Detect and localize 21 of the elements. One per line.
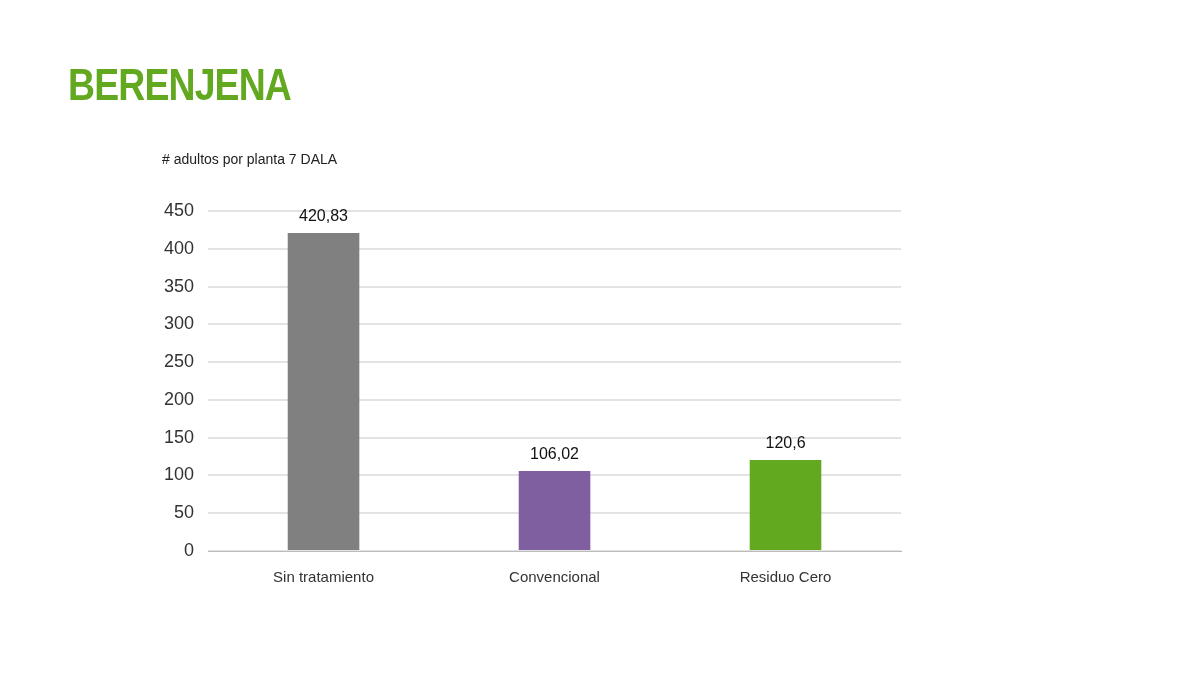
y-tick-label: 250 xyxy=(163,351,195,372)
bar xyxy=(518,470,591,550)
y-tick-label: 200 xyxy=(163,388,195,409)
y-axis-title: # adultos por planta 7 DALA xyxy=(162,151,338,167)
y-tick-label: 400 xyxy=(163,237,195,258)
x-tick-label: Convencional xyxy=(509,568,600,586)
data-label: 106,02 xyxy=(530,445,580,463)
y-tick-label: 450 xyxy=(163,199,195,220)
x-tick-label: Residuo Cero xyxy=(739,568,832,586)
y-tick-label: 350 xyxy=(163,275,195,296)
y-tick-label: 50 xyxy=(174,502,195,523)
x-tick-label: Sin tratamiento xyxy=(273,568,374,586)
data-label: 120,6 xyxy=(765,434,806,452)
y-tick-label: 150 xyxy=(163,426,195,447)
data-label: 420,83 xyxy=(299,207,349,225)
bar xyxy=(749,459,822,550)
y-tick-label: 0 xyxy=(184,539,195,560)
chart-title: BERENJENA xyxy=(68,60,292,110)
y-tick-label: 100 xyxy=(163,464,195,485)
bar xyxy=(287,233,360,550)
y-tick-label: 300 xyxy=(163,313,195,334)
